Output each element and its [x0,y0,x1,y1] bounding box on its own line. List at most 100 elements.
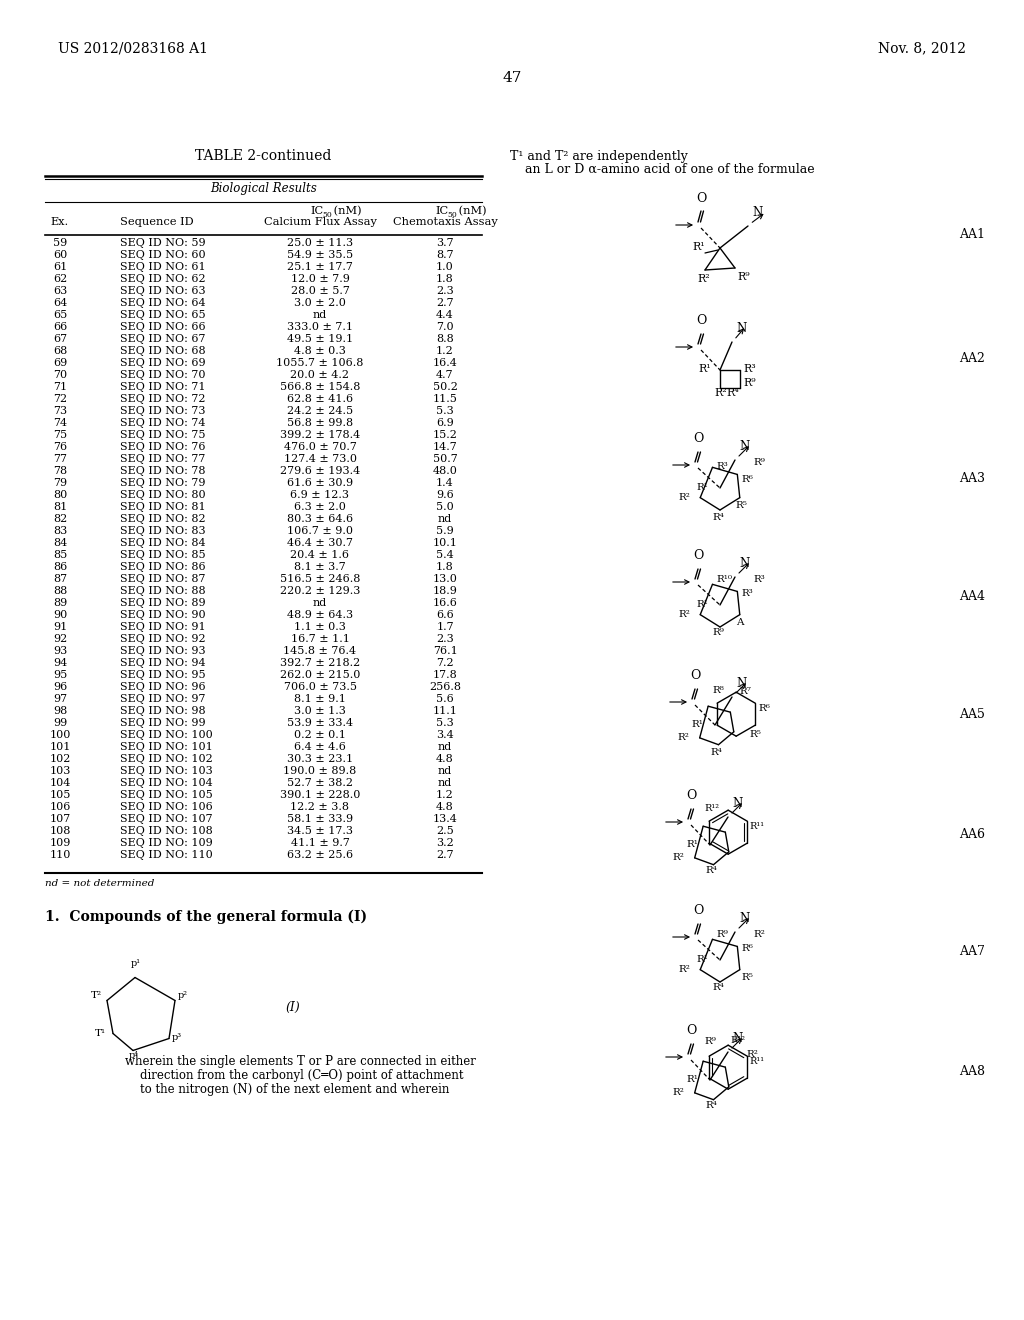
Text: R⁴: R⁴ [706,866,718,875]
Text: 5.3: 5.3 [436,405,454,416]
Text: 220.2 ± 129.3: 220.2 ± 129.3 [280,586,360,595]
Text: 97: 97 [53,693,67,704]
Text: 3.4: 3.4 [436,730,454,739]
Text: 96: 96 [53,681,68,692]
Text: R⁶: R⁶ [758,704,770,713]
Text: 106: 106 [49,801,71,812]
Text: 2.7: 2.7 [436,850,454,859]
Text: SEQ ID NO: 72: SEQ ID NO: 72 [120,393,206,404]
Text: 82: 82 [53,513,68,524]
Text: 3.7: 3.7 [436,238,454,248]
Text: R⁹: R⁹ [712,628,724,638]
Text: SEQ ID NO: 84: SEQ ID NO: 84 [120,537,206,548]
Text: 11.5: 11.5 [432,393,458,404]
Text: SEQ ID NO: 101: SEQ ID NO: 101 [120,742,213,751]
Text: 256.8: 256.8 [429,681,461,692]
Text: SEQ ID NO: 81: SEQ ID NO: 81 [120,502,206,511]
Text: 41.1 ± 9.7: 41.1 ± 9.7 [291,837,349,847]
Text: 1.8: 1.8 [436,561,454,572]
Text: 390.1 ± 228.0: 390.1 ± 228.0 [280,789,360,800]
Text: SEQ ID NO: 96: SEQ ID NO: 96 [120,681,206,692]
Text: 12.2 ± 3.8: 12.2 ± 3.8 [291,801,349,812]
Text: 16.7 ± 1.1: 16.7 ± 1.1 [291,634,349,644]
Text: SEQ ID NO: 98: SEQ ID NO: 98 [120,705,206,715]
Text: 5.0: 5.0 [436,502,454,511]
Text: T¹ and T² are independently: T¹ and T² are independently [510,150,688,162]
Text: N: N [739,557,750,570]
Text: 86: 86 [53,561,68,572]
Text: Sequence ID: Sequence ID [120,216,194,227]
Text: 69: 69 [53,358,68,367]
Text: 14.7: 14.7 [432,441,458,451]
Text: O: O [693,549,703,562]
Text: 2.3: 2.3 [436,285,454,296]
Text: 17.8: 17.8 [432,669,458,680]
Text: 20.4 ± 1.6: 20.4 ± 1.6 [291,549,349,560]
Text: SEQ ID NO: 63: SEQ ID NO: 63 [120,285,206,296]
Text: AA1: AA1 [959,228,985,242]
Text: T²: T² [91,991,102,1001]
Text: N: N [732,797,742,810]
Text: N: N [739,440,750,453]
Text: 1.7: 1.7 [436,622,454,631]
Text: A: A [736,618,743,627]
Text: SEQ ID NO: 108: SEQ ID NO: 108 [120,825,213,836]
Text: R⁹: R⁹ [753,458,765,467]
Text: 13.4: 13.4 [432,813,458,824]
Text: SEQ ID NO: 97: SEQ ID NO: 97 [120,693,206,704]
Text: AA3: AA3 [959,473,985,484]
Text: R¹: R¹ [691,719,702,729]
Text: 68: 68 [53,346,68,355]
Text: 1055.7 ± 106.8: 1055.7 ± 106.8 [276,358,364,367]
Text: SEQ ID NO: 99: SEQ ID NO: 99 [120,718,206,727]
Text: R¹: R¹ [686,840,698,849]
Text: SEQ ID NO: 86: SEQ ID NO: 86 [120,561,206,572]
Text: SEQ ID NO: 59: SEQ ID NO: 59 [120,238,206,248]
Text: R⁷: R⁷ [739,688,751,696]
Text: N: N [732,1032,742,1045]
Text: nd = not determined: nd = not determined [45,879,155,887]
Text: SEQ ID NO: 91: SEQ ID NO: 91 [120,622,206,631]
Text: Ex.: Ex. [51,216,70,227]
Text: SEQ ID NO: 74: SEQ ID NO: 74 [120,417,206,428]
Text: 5.3: 5.3 [436,718,454,727]
Text: R⁵: R⁵ [750,730,761,739]
Text: R¹²: R¹² [730,1036,745,1045]
Text: nd: nd [313,309,327,319]
Text: SEQ ID NO: 94: SEQ ID NO: 94 [120,657,206,668]
Text: 28.0 ± 5.7: 28.0 ± 5.7 [291,285,349,296]
Text: 62: 62 [53,273,68,284]
Text: R³: R³ [753,576,765,583]
Text: SEQ ID NO: 110: SEQ ID NO: 110 [120,850,213,859]
Text: 7.0: 7.0 [436,322,454,331]
Text: SEQ ID NO: 102: SEQ ID NO: 102 [120,754,213,763]
Text: 77: 77 [53,454,67,463]
Text: 2.5: 2.5 [436,825,454,836]
Text: 6.3 ± 2.0: 6.3 ± 2.0 [294,502,346,511]
Text: SEQ ID NO: 73: SEQ ID NO: 73 [120,405,206,416]
Text: N: N [739,912,750,925]
Text: 93: 93 [53,645,68,656]
Text: 109: 109 [49,837,71,847]
Text: 60: 60 [53,249,68,260]
Text: 4.8: 4.8 [436,801,454,812]
Text: 70: 70 [53,370,67,380]
Text: SEQ ID NO: 68: SEQ ID NO: 68 [120,346,206,355]
Text: AA2: AA2 [959,352,985,366]
Text: 24.2 ± 24.5: 24.2 ± 24.5 [287,405,353,416]
Text: 1.8: 1.8 [436,273,454,284]
Text: 81: 81 [53,502,68,511]
Text: SEQ ID NO: 61: SEQ ID NO: 61 [120,261,206,272]
Text: 6.6: 6.6 [436,610,454,619]
Text: 94: 94 [53,657,68,668]
Text: 71: 71 [53,381,67,392]
Text: 103: 103 [49,766,71,776]
Text: 476.0 ± 70.7: 476.0 ± 70.7 [284,441,356,451]
Text: 190.0 ± 89.8: 190.0 ± 89.8 [284,766,356,776]
Text: R¹: R¹ [692,242,705,252]
Text: SEQ ID NO: 60: SEQ ID NO: 60 [120,249,206,260]
Text: 4.7: 4.7 [436,370,454,380]
Text: SEQ ID NO: 103: SEQ ID NO: 103 [120,766,213,776]
Text: 1.2: 1.2 [436,789,454,800]
Text: 110: 110 [49,850,71,859]
